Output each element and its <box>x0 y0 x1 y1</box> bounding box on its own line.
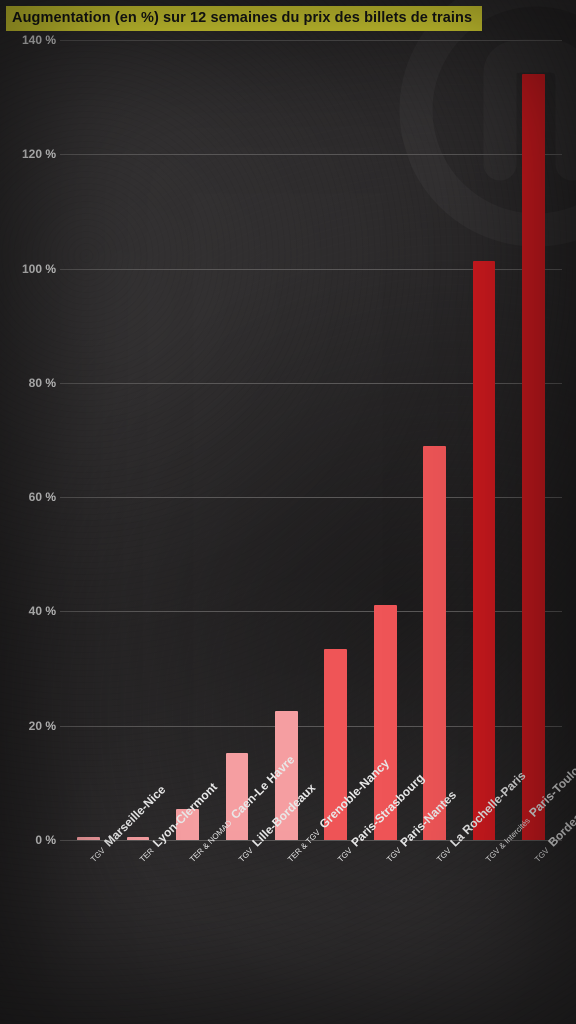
x-label-slot: TERLyon-Clermont <box>113 844 162 1024</box>
x-label-slot: TGVLa Rochelle-Paris <box>410 844 459 1024</box>
bar <box>77 837 100 840</box>
route-prefix: TGV <box>89 846 107 864</box>
route-prefix: TER <box>138 846 156 864</box>
bar-slot <box>64 40 113 840</box>
route-prefix: TGV <box>385 846 403 864</box>
bar-slot <box>262 40 311 840</box>
x-label-slot: TER & TGVGrenoble-Nancy <box>262 844 311 1024</box>
plot-area: 0 %20 %40 %60 %80 %100 %120 %140 % <box>60 40 562 840</box>
y-tick-label: 80 % <box>29 376 56 390</box>
x-label-slot: TGVLille-Bordeaux <box>212 844 261 1024</box>
y-tick-label: 140 % <box>22 33 56 47</box>
bar <box>127 837 150 840</box>
bar-slot <box>410 40 459 840</box>
route-prefix: TGV <box>336 846 354 864</box>
x-label-slot: TGVBordeaux-Nantes <box>509 844 558 1024</box>
y-tick-label: 120 % <box>22 147 56 161</box>
bar-slot <box>163 40 212 840</box>
bar-slot <box>459 40 508 840</box>
route-prefix: TGV <box>533 846 551 864</box>
x-label-slot: TER & NOMADCaen-Le Havre <box>163 844 212 1024</box>
y-tick-label: 100 % <box>22 262 56 276</box>
x-label-slot: TGVMarseille-Nice <box>64 844 113 1024</box>
route-prefix: TGV <box>435 846 453 864</box>
bar-slot <box>113 40 162 840</box>
y-tick-label: 60 % <box>29 490 56 504</box>
bars-container <box>60 40 562 840</box>
x-label-slot: TGVParis-Nantes <box>360 844 409 1024</box>
y-tick-label: 0 % <box>35 833 56 847</box>
bar-slot <box>360 40 409 840</box>
bar-slot <box>509 40 558 840</box>
x-label-slot: TGV & IntercitésParis-Toulouse <box>459 844 508 1024</box>
route-prefix: TGV <box>237 846 255 864</box>
x-axis-labels: TGVMarseille-NiceTERLyon-ClermontTER & N… <box>60 844 562 1024</box>
y-tick-label: 20 % <box>29 719 56 733</box>
bar <box>473 261 496 840</box>
bar-slot <box>212 40 261 840</box>
bar <box>522 74 545 840</box>
x-label-slot: TGVParis-Strasbourg <box>311 844 360 1024</box>
bar-slot <box>311 40 360 840</box>
y-tick-label: 40 % <box>29 604 56 618</box>
bar-chart: 0 %20 %40 %60 %80 %100 %120 %140 % TGVMa… <box>0 0 576 1024</box>
